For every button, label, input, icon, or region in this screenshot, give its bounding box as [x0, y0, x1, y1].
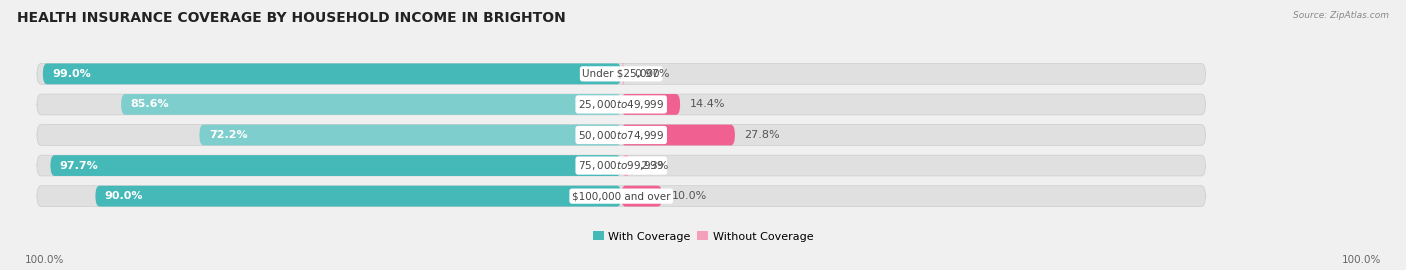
FancyBboxPatch shape	[621, 94, 681, 115]
Text: $25,000 to $49,999: $25,000 to $49,999	[578, 98, 665, 111]
FancyBboxPatch shape	[37, 155, 1205, 176]
FancyBboxPatch shape	[37, 186, 1205, 207]
Text: 100.0%: 100.0%	[25, 255, 65, 265]
FancyBboxPatch shape	[621, 155, 631, 176]
FancyBboxPatch shape	[37, 125, 1205, 145]
Text: 99.0%: 99.0%	[52, 69, 91, 79]
Text: Under $25,000: Under $25,000	[582, 69, 659, 79]
FancyBboxPatch shape	[42, 63, 621, 84]
FancyBboxPatch shape	[37, 63, 1205, 84]
FancyBboxPatch shape	[37, 94, 1205, 115]
Text: 97.7%: 97.7%	[60, 161, 98, 171]
FancyBboxPatch shape	[621, 125, 735, 145]
Text: 2.3%: 2.3%	[640, 161, 668, 171]
Text: 0.97%: 0.97%	[634, 69, 671, 79]
Text: 10.0%: 10.0%	[672, 191, 707, 201]
Legend: With Coverage, Without Coverage: With Coverage, Without Coverage	[588, 227, 818, 246]
Text: 90.0%: 90.0%	[105, 191, 143, 201]
Text: $50,000 to $74,999: $50,000 to $74,999	[578, 129, 665, 141]
Text: 14.4%: 14.4%	[689, 99, 725, 109]
Text: 72.2%: 72.2%	[208, 130, 247, 140]
Text: Source: ZipAtlas.com: Source: ZipAtlas.com	[1294, 11, 1389, 20]
FancyBboxPatch shape	[621, 186, 662, 207]
Text: $100,000 and over: $100,000 and over	[572, 191, 671, 201]
Text: 100.0%: 100.0%	[1341, 255, 1381, 265]
Text: 85.6%: 85.6%	[131, 99, 169, 109]
FancyBboxPatch shape	[121, 94, 621, 115]
FancyBboxPatch shape	[96, 186, 621, 207]
Text: 27.8%: 27.8%	[744, 130, 780, 140]
FancyBboxPatch shape	[621, 63, 626, 84]
Text: $75,000 to $99,999: $75,000 to $99,999	[578, 159, 665, 172]
FancyBboxPatch shape	[51, 155, 621, 176]
Text: HEALTH INSURANCE COVERAGE BY HOUSEHOLD INCOME IN BRIGHTON: HEALTH INSURANCE COVERAGE BY HOUSEHOLD I…	[17, 11, 565, 25]
FancyBboxPatch shape	[200, 125, 621, 145]
